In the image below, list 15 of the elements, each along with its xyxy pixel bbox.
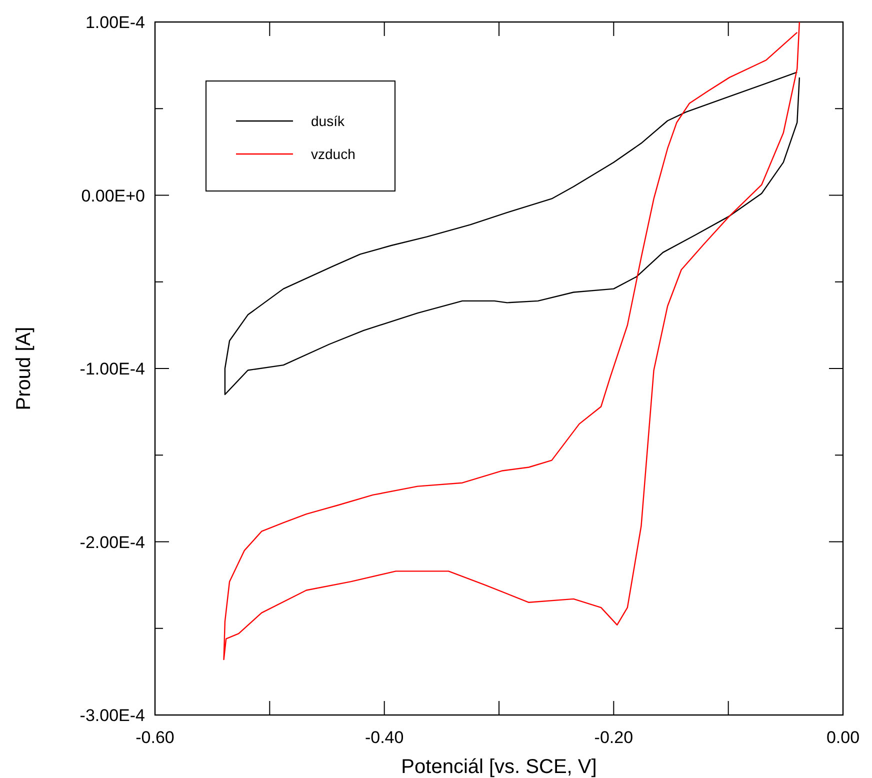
x-tick-label: 0.00 [826,728,860,747]
y-tick-label: -2.00E-4 [80,532,145,552]
y-tick-label: 0.00E+0 [81,186,145,206]
x-tick-label: -0.60 [136,728,174,747]
line-series [224,72,800,396]
legend-label: dusík [311,113,346,129]
legend-label: vzduch [311,146,356,162]
x-axis-title: Potenciál [vs. SCE, V] [401,756,597,778]
line-series [223,21,800,660]
y-tick-label: -3.00E-4 [80,706,145,725]
x-tick-label: -0.20 [594,728,634,747]
y-tick-label: -1.00E-4 [80,360,145,378]
x-tick-label: -0.40 [364,728,404,747]
y-axis-title: Proud [A] [13,326,35,410]
y-tick-label: 1.00E-4 [85,13,145,32]
